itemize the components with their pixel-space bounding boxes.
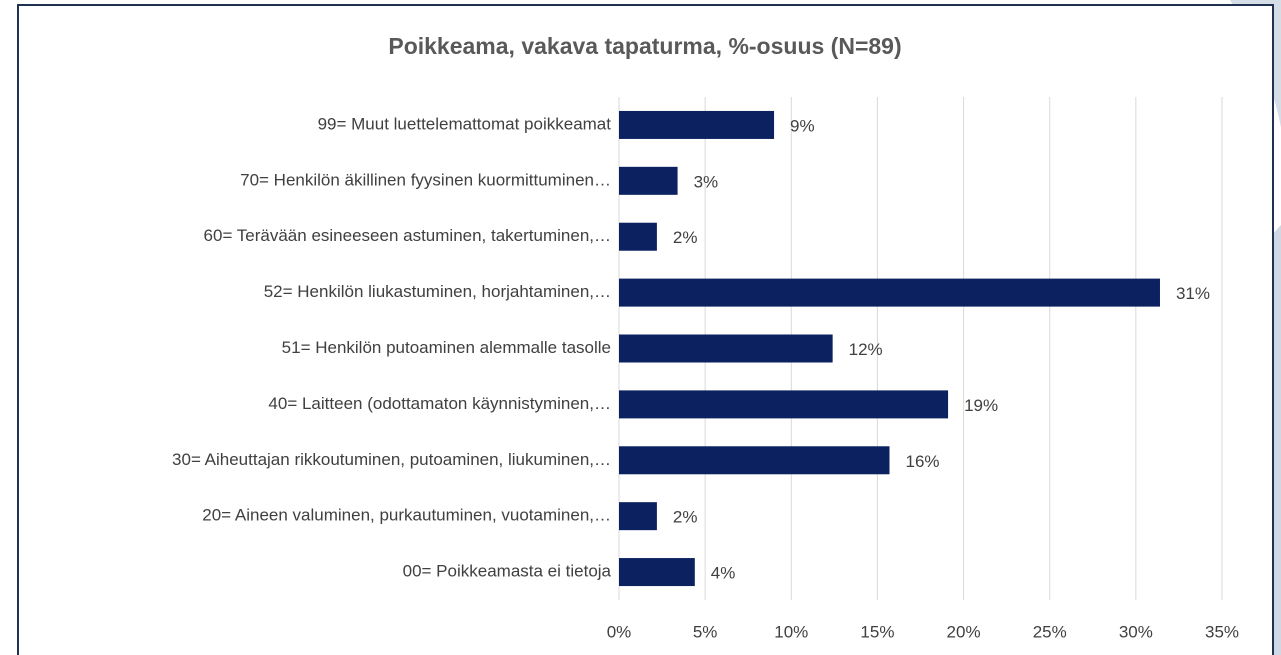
x-tick-label: 10%: [774, 622, 808, 641]
data-label: 16%: [905, 452, 939, 471]
data-label: 2%: [673, 508, 698, 527]
bar: [619, 222, 657, 251]
category-label: 00= Poikkeamasta ei tietoja: [403, 562, 612, 581]
category-label: 70= Henkilön äkillinen fyysinen kuormitt…: [240, 170, 611, 189]
x-tick-label: 35%: [1205, 622, 1239, 641]
data-label: 12%: [849, 340, 883, 359]
category-label: 99= Muut luettelemattomat poikkeamat: [318, 114, 612, 133]
category-label: 40= Laitteen (odottamaton käynnistyminen…: [268, 394, 611, 413]
category-label: 51= Henkilön putoaminen alemmalle tasoll…: [282, 338, 611, 357]
x-tick-label: 20%: [947, 622, 981, 641]
x-tick-label: 15%: [860, 622, 894, 641]
data-label: 2%: [673, 228, 698, 247]
data-label: 19%: [964, 396, 998, 415]
bar: [619, 502, 657, 531]
chart-title: Poikkeama, vakava tapaturma, %-osuus (N=…: [388, 33, 901, 59]
x-tick-label: 0%: [607, 622, 632, 641]
data-label: 9%: [790, 116, 815, 135]
category-label: 30= Aiheuttajan rikkoutuminen, putoamine…: [172, 450, 611, 469]
bar: [619, 390, 949, 419]
bar: [619, 278, 1160, 307]
data-label: 3%: [694, 172, 719, 191]
bar: [619, 110, 775, 139]
bar: [619, 334, 833, 363]
bar: [619, 166, 678, 195]
bar: [619, 558, 695, 587]
x-tick-label: 30%: [1119, 622, 1153, 641]
category-label: 20= Aineen valuminen, purkautuminen, vuo…: [202, 506, 611, 525]
category-label: 52= Henkilön liukastuminen, horjahtamine…: [264, 282, 611, 301]
chart-frame: [17, 4, 1274, 655]
x-tick-label: 5%: [693, 622, 718, 641]
category-label: 60= Terävään esineeseen astuminen, taker…: [204, 226, 611, 245]
data-label: 31%: [1176, 284, 1210, 303]
data-label: 4%: [711, 564, 736, 583]
x-tick-label: 25%: [1033, 622, 1067, 641]
bar: [619, 446, 890, 475]
